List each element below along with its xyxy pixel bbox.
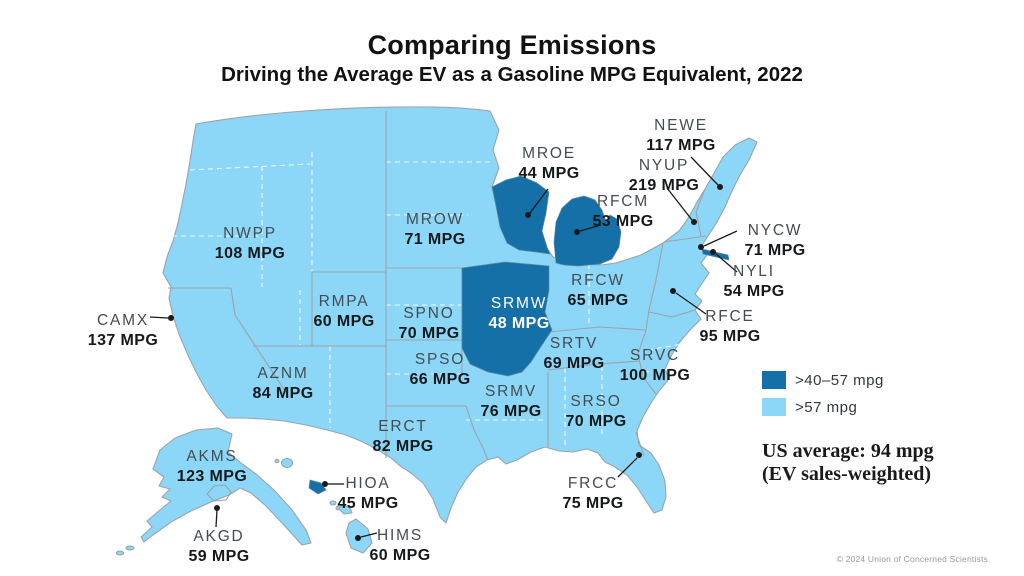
region-label-srtv: SRTV 69 MPG bbox=[543, 335, 604, 372]
leader-nyli bbox=[715, 253, 738, 273]
region-label-spso: SPSO 66 MPG bbox=[409, 351, 470, 388]
legend-swatch-dark bbox=[762, 371, 786, 389]
region-label-srvc: SRVC 100 MPG bbox=[620, 347, 690, 384]
legend-item-light: >57 mpg bbox=[762, 398, 884, 416]
region-shape-mroe bbox=[491, 175, 551, 255]
region-label-mroe: MROE 44 MPG bbox=[518, 145, 579, 182]
region-shape-hioa bbox=[308, 479, 327, 495]
copyright-note: © 2024 Union of Concerned Scientists bbox=[836, 554, 988, 564]
leader-camx bbox=[149, 316, 169, 319]
aleutian-island bbox=[125, 545, 135, 551]
region-label-rfcw: RFCW 65 MPG bbox=[567, 272, 628, 309]
us-average-line2: (EV sales-weighted) bbox=[762, 463, 932, 485]
legend: >40–57 mpg >57 mpg bbox=[762, 371, 884, 416]
region-label-erct: ERCT 82 MPG bbox=[372, 418, 433, 455]
region-label-nwpp: NWPP 108 MPG bbox=[215, 225, 285, 262]
region-label-nycw: NYCW 71 MPG bbox=[744, 222, 805, 259]
region-label-camx: CAMX 137 MPG bbox=[88, 312, 158, 349]
region-shape-srmw bbox=[461, 261, 553, 377]
chart-subtitle: Driving the Average EV as a Gasoline MPG… bbox=[221, 63, 803, 86]
region-label-rfcm: RFCM 53 MPG bbox=[592, 193, 653, 230]
region-label-rmpa: RMPA 60 MPG bbox=[313, 293, 374, 330]
leader-mroe bbox=[529, 188, 549, 214]
leader-lines bbox=[149, 156, 738, 541]
region-label-frcc: FRCC 75 MPG bbox=[562, 475, 623, 512]
region-shape-nyli bbox=[701, 248, 730, 261]
region-label-newe: NEWE 117 MPG bbox=[646, 117, 716, 154]
region-label-srmw: SRMW 48 MPG bbox=[488, 295, 549, 332]
legend-item-dark: >40–57 mpg bbox=[762, 371, 884, 389]
region-label-srso: SRSO 70 MPG bbox=[565, 393, 626, 430]
region-label-mrow: MROW 71 MPG bbox=[404, 211, 465, 248]
leader-rfce bbox=[675, 292, 707, 315]
legend-label-dark: >40–57 mpg bbox=[795, 371, 884, 389]
state-borders bbox=[172, 152, 695, 446]
us-average-note: US average: 94 mpg (EV sales-weighted) bbox=[762, 440, 934, 486]
chart-title: Comparing Emissions bbox=[367, 30, 657, 60]
leader-akgd bbox=[215, 509, 218, 528]
leader-hims bbox=[360, 532, 378, 538]
leader-rfcm bbox=[579, 224, 602, 232]
region-label-akms: AKMS 123 MPG bbox=[177, 448, 247, 485]
leader-nyup bbox=[666, 187, 693, 221]
region-label-hioa: HIOA 45 MPG bbox=[337, 475, 398, 512]
region-label-spno: SPNO 70 MPG bbox=[398, 305, 459, 342]
region-label-akgd: AKGD 59 MPG bbox=[188, 528, 249, 565]
region-shape-rfcm bbox=[553, 195, 622, 267]
region-label-hims: HIMS 60 MPG bbox=[369, 527, 430, 564]
aleutian-island bbox=[115, 550, 125, 556]
region-label-nyli: NYLI 54 MPG bbox=[723, 263, 784, 300]
region-outline-akgd bbox=[206, 484, 232, 502]
legend-label-light: >57 mpg bbox=[795, 398, 858, 416]
leader-newe bbox=[690, 156, 719, 186]
region-label-rfce: RFCE 95 MPG bbox=[699, 308, 760, 345]
legend-swatch-light bbox=[762, 398, 786, 416]
leader-nycw bbox=[703, 230, 738, 247]
region-label-srmv: SRMV 76 MPG bbox=[480, 383, 541, 420]
region-label-aznm: AZNM 84 MPG bbox=[252, 365, 313, 402]
region-label-nyup: NYUP 219 MPG bbox=[629, 157, 699, 194]
leader-frcc bbox=[617, 457, 638, 478]
us-average-line1: US average: 94 mpg bbox=[762, 440, 934, 462]
